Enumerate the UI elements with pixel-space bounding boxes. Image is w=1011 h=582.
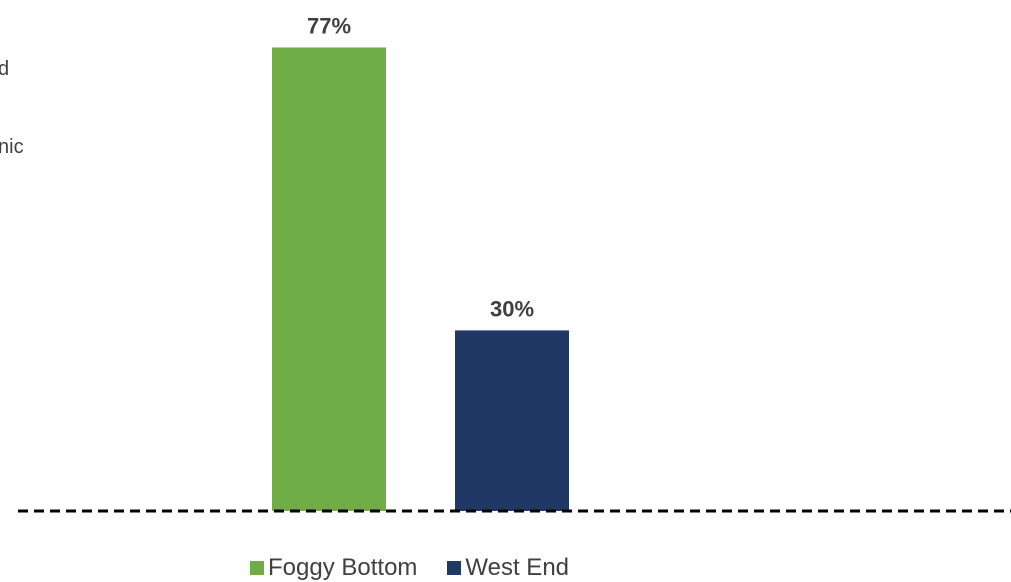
truncated-side-text: nic [0, 136, 24, 158]
bar-west-end [455, 330, 569, 511]
data-label: 30% [490, 296, 534, 321]
legend-item-west-end: West End [447, 554, 569, 582]
bar-chart: 77% 30% [18, 13, 1011, 513]
legend-item-foggy-bottom: Foggy Bottom [250, 554, 417, 582]
data-label: 77% [307, 13, 351, 38]
truncated-side-text: d [0, 58, 10, 80]
bar-foggy-bottom [272, 47, 386, 512]
legend-swatch [447, 561, 462, 575]
legend-label: Foggy Bottom [268, 554, 418, 581]
legend: Foggy Bottom West End [250, 554, 599, 582]
legend-label: West End [465, 554, 570, 581]
legend-swatch [250, 561, 264, 575]
